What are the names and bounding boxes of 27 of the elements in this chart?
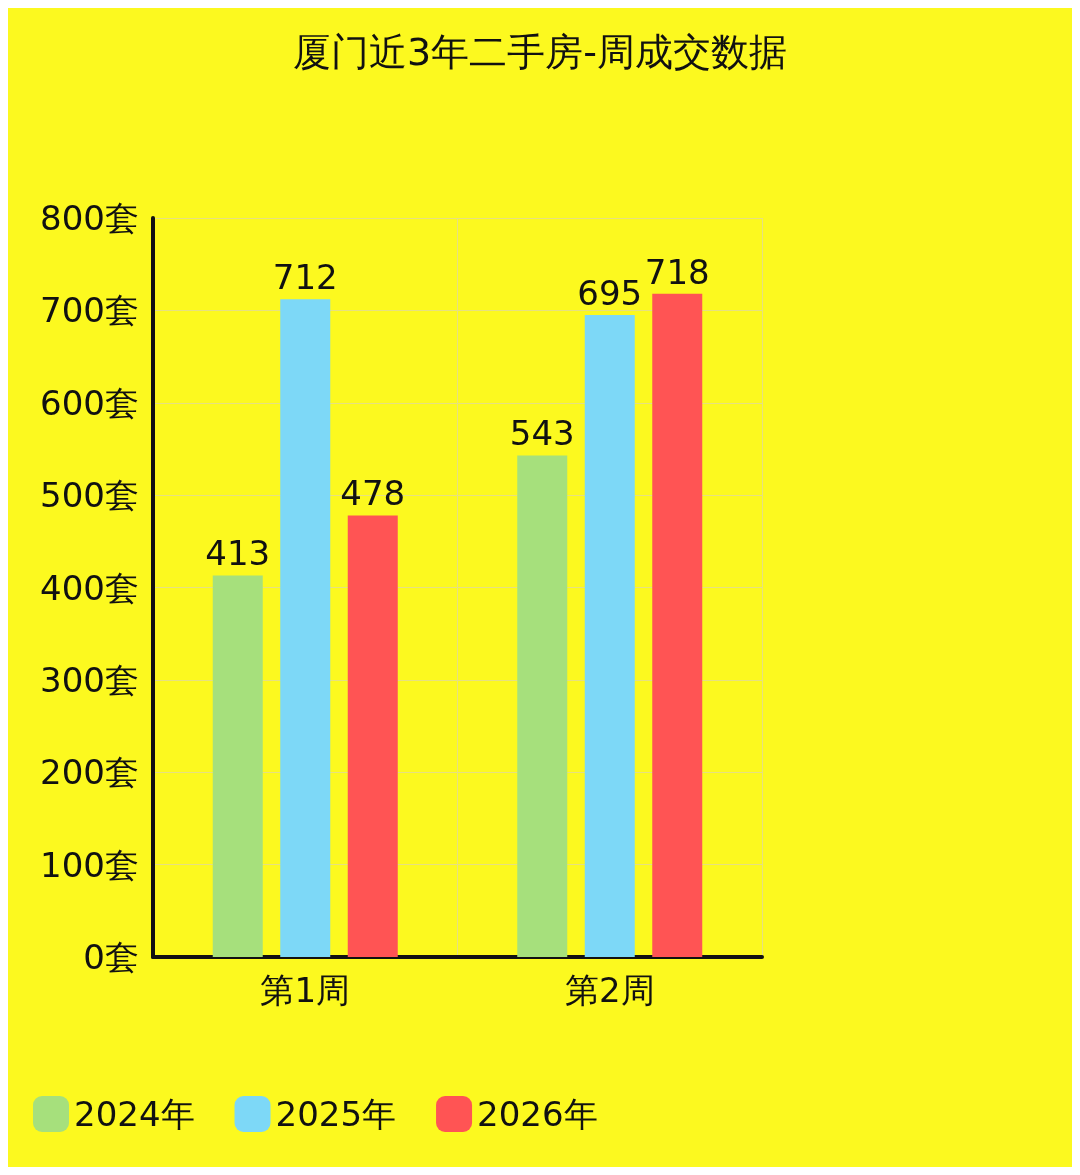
data-label: 712 [272,257,338,298]
y-tick-label: 800套 [40,198,139,238]
x-tick-label: 第1周 [260,970,351,1010]
chart-title: 厦门近3年二手房-周成交数据 [293,30,787,74]
y-tick-label: 700套 [40,290,139,331]
bar [347,515,398,957]
y-tick-label: 400套 [40,567,139,608]
x-tick-label: 第2周 [564,970,655,1010]
data-label: 718 [644,251,710,292]
bar [652,293,703,957]
data-label: 695 [577,272,643,313]
data-label: 478 [340,473,406,514]
data-label: 543 [509,413,575,454]
bar [584,314,635,957]
y-tick-label: 300套 [40,659,139,700]
bar [280,299,331,957]
bar [517,455,568,957]
y-tick-label: 600套 [40,382,139,423]
data-label: 413 [205,533,271,574]
legend-label: 2026年 [477,1094,598,1134]
y-tick-label: 100套 [40,844,139,885]
y-tick-label: 200套 [40,752,139,793]
y-tick-label: 0套 [83,937,139,977]
bar [212,575,263,957]
y-tick-label: 500套 [40,475,139,516]
legend-label: 2025年 [275,1094,397,1134]
legend-label: 2024年 [74,1094,195,1134]
